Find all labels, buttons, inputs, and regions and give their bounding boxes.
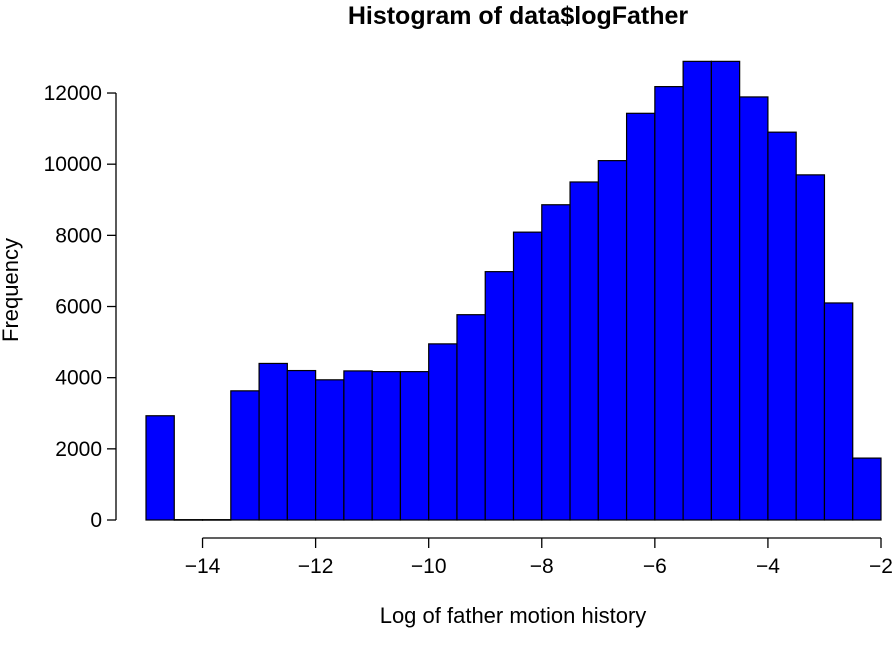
x-tick-label: −6: [643, 555, 667, 578]
histogram-bar: [512, 231, 543, 521]
histogram-bar: [597, 160, 628, 521]
x-tick-label: −8: [530, 555, 554, 578]
x-tick-label: −14: [185, 555, 221, 578]
histogram-bar: [852, 457, 882, 521]
histogram-bar: [343, 370, 373, 521]
histogram-bar: [484, 271, 515, 521]
x-tick-label: −2: [869, 555, 893, 578]
x-tick-label: −4: [756, 555, 780, 578]
y-tick-label: 2000: [55, 438, 102, 461]
histogram-bar: [569, 181, 599, 521]
histogram-bar: [823, 302, 854, 521]
histogram-bar: [456, 314, 486, 521]
histogram-bar: [682, 60, 712, 521]
y-axis-label: Frequency: [0, 238, 23, 342]
histogram-bar: [767, 131, 797, 521]
x-axis-label: Log of father motion history: [380, 603, 647, 628]
histogram-bar: [739, 96, 769, 521]
histogram-bar: [201, 519, 232, 521]
histogram-bar: [230, 390, 260, 521]
x-tick-label: −10: [411, 555, 447, 578]
y-axis: 0 2000 4000 6000 8000 10000 12000: [44, 82, 117, 532]
histogram-bar: [286, 369, 317, 521]
histogram-bar: [399, 371, 430, 521]
histogram-bar: [145, 415, 175, 521]
x-axis: −14 −12 −10 −8 −6 −4 −2: [185, 537, 893, 578]
histogram-bar: [625, 112, 656, 521]
chart-title: Histogram of data$logFather: [348, 2, 689, 30]
y-tick-label: 12000: [44, 82, 102, 105]
histogram-bar: [654, 86, 684, 521]
y-tick-label: 6000: [55, 296, 102, 319]
x-tick-label: −12: [298, 555, 334, 578]
histogram-bar: [258, 362, 288, 521]
histogram-bar: [428, 343, 458, 521]
histogram-bar: [173, 519, 204, 521]
histogram-bar: [315, 379, 345, 521]
histogram-bar: [371, 371, 402, 521]
y-tick-label: 8000: [55, 224, 102, 247]
y-tick-label: 0: [90, 509, 102, 532]
y-tick-label: 4000: [55, 367, 102, 390]
y-tick-label: 10000: [44, 153, 102, 176]
bars-group: [145, 60, 882, 521]
histogram-bar: [795, 174, 826, 521]
histogram-bar: [541, 204, 571, 521]
histogram-bar: [710, 60, 741, 521]
